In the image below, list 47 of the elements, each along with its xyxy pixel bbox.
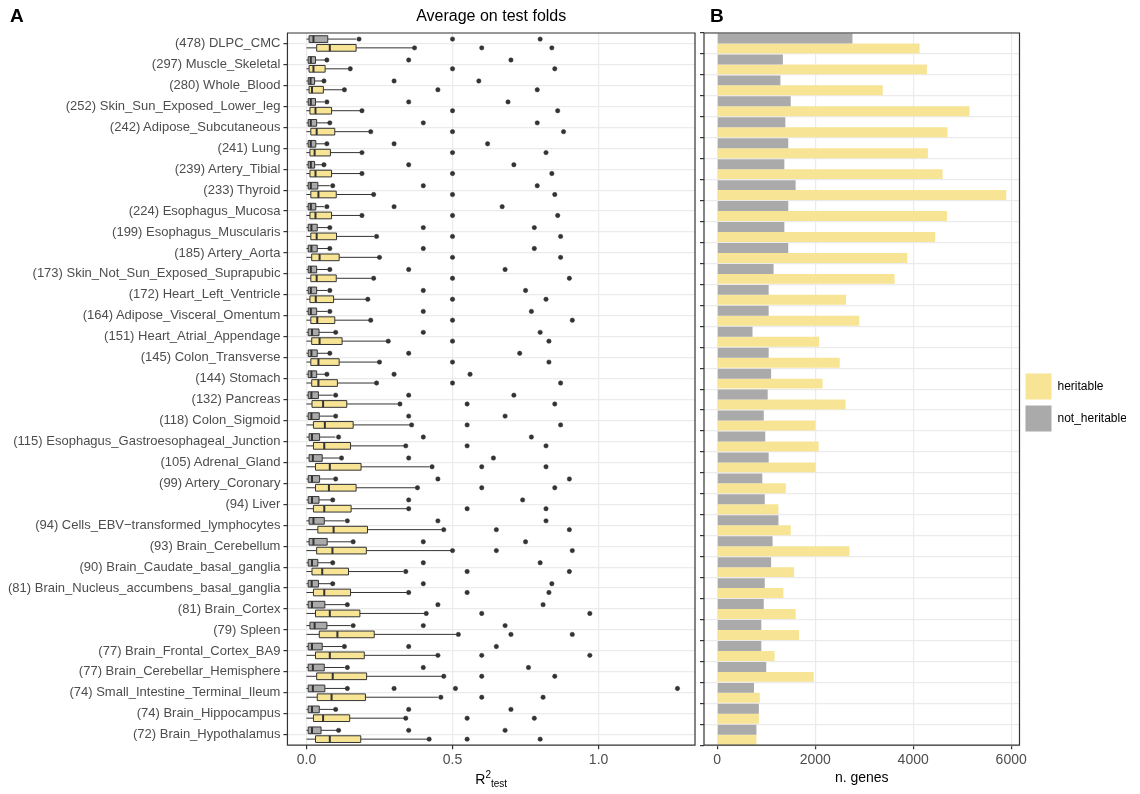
x-tick-label: 0.5: [442, 751, 463, 768]
text: A: [10, 5, 24, 27]
y-tick-label: (151) Heart_Atrial_Appendage: [104, 328, 281, 344]
y-tick-label: (239) Artery_Tibial: [174, 160, 281, 176]
y-tick-label: (77) Brain_Frontal_Cortex_BA9: [98, 642, 281, 658]
y-tick-label: (297) Muscle_Skeletal: [151, 56, 281, 71]
y-tick-label: (280) Whole_Blood: [169, 76, 281, 92]
y-tick-label: (81) Brain_Nucleus_accumbens_basal_ganglia: [7, 579, 282, 595]
y-tick-label: (93) Brain_Cerebellum: [149, 537, 281, 553]
y-tick-label: (74) Brain_Hippocampus: [136, 705, 281, 721]
x-tick-label: 6000: [995, 751, 1027, 768]
y-tick-label: (199) Esophagus_Muscularis: [112, 223, 281, 239]
y-tick-label: (94) Liver: [225, 495, 282, 511]
y-tick-label: (115) Esophagus_Gastroesophageal_Junction: [13, 433, 281, 449]
y-tick-label: (132) Pancreas: [191, 391, 281, 407]
text: B: [710, 5, 724, 27]
y-tick-label: (99) Artery_Coronary: [159, 474, 281, 490]
y-tick-label: (233) Thyroid: [203, 181, 281, 197]
y-tick-label: (241) Lung: [217, 139, 281, 155]
y-tick-label: (90) Brain_Caudate_basal_ganglia: [79, 558, 282, 574]
y-tick-label: (79) Spleen: [213, 621, 281, 637]
x-tick-label: 2000: [799, 751, 831, 768]
y-tick-label: (74) Small_Intestine_Terminal_Ileum: [69, 684, 281, 700]
y-tick-label: (81) Brain_Cortex: [177, 600, 281, 616]
y-tick-label: (105) Adrenal_Gland: [160, 453, 281, 469]
x-axis-title: n. genes: [834, 769, 889, 786]
y-tick-label: (118) Colon_Sigmoid: [159, 412, 281, 428]
y-tick-label: (77) Brain_Cerebellar_Hemisphere: [78, 663, 281, 679]
legend-label: heritable: [1057, 378, 1104, 393]
y-tick-label: (72) Brain_Hypothalamus: [133, 726, 281, 742]
y-tick-label: (173) Skin_Not_Sun_Exposed_Suprapubic: [32, 265, 281, 281]
y-tick-label: (145) Colon_Transverse: [140, 349, 281, 365]
y-tick-label: (144) Stomach: [195, 370, 281, 386]
y-tick-label: (172) Heart_Left_Ventricle: [128, 286, 281, 302]
x-tick-label: 0: [713, 751, 722, 768]
legend-label: not_heritable: [1057, 410, 1128, 425]
y-tick-label: (242) Adipose_Subcutaneous: [109, 118, 281, 134]
x-tick-label: 1.0: [588, 751, 609, 768]
x-tick-label: 0.0: [296, 751, 317, 768]
y-tick-label: (94) Cells_EBV−transformed_lymphocytes: [35, 516, 281, 532]
chart-title: Average on test folds: [416, 7, 567, 25]
y-tick-label: (224) Esophagus_Mucosa: [128, 202, 282, 218]
y-tick-label: (164) Adipose_Visceral_Omentum: [82, 307, 281, 323]
x-tick-label: 4000: [897, 751, 929, 768]
y-tick-label: (252) Skin_Sun_Exposed_Lower_leg: [65, 97, 281, 113]
y-tick-label: (185) Artery_Aorta: [174, 244, 282, 260]
y-tick-label: (478) DLPC_CMC: [174, 35, 281, 51]
